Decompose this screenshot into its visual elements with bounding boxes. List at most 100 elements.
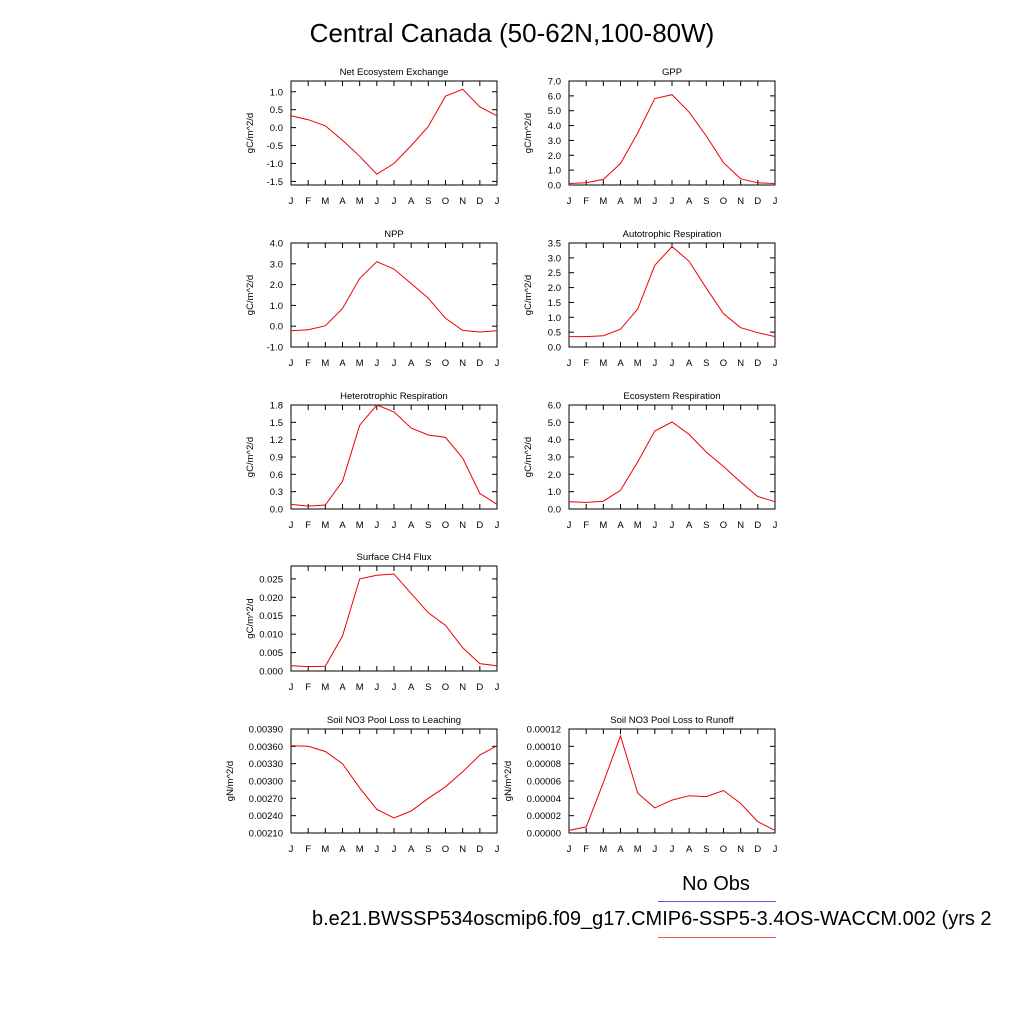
x-tick-label: O xyxy=(442,196,449,207)
y-tick-label: 1.0 xyxy=(270,301,283,312)
x-tick-label: A xyxy=(686,844,693,855)
x-tick-label: S xyxy=(425,682,431,693)
x-tick-label: D xyxy=(754,358,761,369)
x-tick-label: A xyxy=(408,682,415,693)
series-line xyxy=(290,745,498,819)
x-tick-label: N xyxy=(459,520,466,531)
x-tick-label: J xyxy=(670,358,675,369)
x-tick-label: S xyxy=(425,196,431,207)
x-tick-label: J xyxy=(374,844,379,855)
x-tick-label: A xyxy=(686,520,693,531)
x-tick-label: N xyxy=(459,358,466,369)
x-tick-label: D xyxy=(754,844,761,855)
x-tick-label: M xyxy=(634,358,642,369)
y-tick-label: -1.0 xyxy=(267,159,283,170)
x-tick-label: J xyxy=(495,196,500,207)
series-line xyxy=(290,88,498,175)
plot-frame xyxy=(290,404,498,510)
x-tick-label: A xyxy=(617,358,624,369)
y-axis-label: gC/m^2/d xyxy=(523,437,534,477)
y-tick-label: 0.5 xyxy=(270,105,283,116)
y-tick-label: 0.00008 xyxy=(527,759,561,770)
series-line xyxy=(568,94,776,184)
x-tick-label: A xyxy=(617,844,624,855)
y-tick-label: 0.000 xyxy=(259,667,283,678)
x-tick-label: O xyxy=(442,682,449,693)
y-tick-label: 4.0 xyxy=(548,435,561,446)
y-axis-label: gC/m^2/d xyxy=(523,113,534,153)
y-tick-label: 0.0 xyxy=(270,322,283,333)
y-tick-label: 0.020 xyxy=(259,593,283,604)
x-tick-label: J xyxy=(392,520,397,531)
y-tick-label: 0.00240 xyxy=(249,811,283,822)
x-tick-label: M xyxy=(356,196,364,207)
x-tick-label: F xyxy=(305,358,311,369)
page-title: Central Canada (50-62N,100-80W) xyxy=(309,18,715,48)
y-tick-label: 2.0 xyxy=(548,470,561,481)
y-tick-label: 1.8 xyxy=(270,401,283,412)
y-axis-label: gC/m^2/d xyxy=(523,275,534,315)
x-tick-label: J xyxy=(567,196,572,207)
x-tick-label: A xyxy=(617,196,624,207)
y-tick-label: 0.00390 xyxy=(249,725,283,736)
x-tick-label: M xyxy=(356,844,364,855)
x-tick-label: F xyxy=(583,844,589,855)
y-tick-label: 0.3 xyxy=(270,487,283,498)
x-tick-label: J xyxy=(670,520,675,531)
y-tick-label: 1.0 xyxy=(270,87,283,98)
series-line xyxy=(568,734,776,831)
y-tick-label: 0.00330 xyxy=(249,759,283,770)
x-tick-label: J xyxy=(374,196,379,207)
y-tick-label: 0.005 xyxy=(259,648,283,659)
y-tick-label: 4.0 xyxy=(548,121,561,132)
x-tick-label: J xyxy=(495,844,500,855)
x-tick-label: J xyxy=(374,520,379,531)
x-tick-label: M xyxy=(356,358,364,369)
x-tick-label: J xyxy=(289,196,294,207)
y-tick-label: 1.0 xyxy=(548,166,561,177)
x-tick-label: M xyxy=(599,358,607,369)
panel-title: Heterotrophic Respiration xyxy=(340,391,448,402)
x-tick-label: N xyxy=(459,196,466,207)
y-tick-label: 0.010 xyxy=(259,630,283,641)
x-tick-label: M xyxy=(356,520,364,531)
x-tick-label: J xyxy=(289,844,294,855)
panel-title: Soil NO3 Pool Loss to Runoff xyxy=(610,715,734,726)
legend-line-red xyxy=(658,937,776,938)
x-tick-label: A xyxy=(686,196,693,207)
x-tick-label: O xyxy=(720,520,727,531)
panel-title: GPP xyxy=(662,67,682,78)
y-tick-label: 0.5 xyxy=(548,328,561,339)
plot-frame xyxy=(568,80,776,186)
legend-label: No Obs xyxy=(682,873,750,895)
plot-frame xyxy=(290,242,498,348)
x-tick-label: J xyxy=(773,844,778,855)
x-tick-label: A xyxy=(408,520,415,531)
x-tick-label: S xyxy=(425,844,431,855)
x-tick-label: J xyxy=(289,682,294,693)
y-tick-label: 5.0 xyxy=(548,418,561,429)
y-tick-label: 0.00210 xyxy=(249,829,283,840)
x-tick-label: J xyxy=(567,358,572,369)
x-tick-label: J xyxy=(773,196,778,207)
y-tick-label: 2.0 xyxy=(548,283,561,294)
panel-title: Surface CH4 Flux xyxy=(357,552,432,563)
x-tick-label: D xyxy=(476,196,483,207)
y-tick-label: 1.0 xyxy=(548,487,561,498)
x-tick-label: M xyxy=(599,520,607,531)
plot-frame xyxy=(290,728,498,834)
y-tick-label: 0.00002 xyxy=(527,811,561,822)
x-tick-label: S xyxy=(703,520,709,531)
x-tick-label: A xyxy=(339,520,346,531)
x-tick-label: S xyxy=(703,844,709,855)
plot-frame xyxy=(290,80,498,186)
x-tick-label: F xyxy=(305,520,311,531)
y-tick-label: 0.9 xyxy=(270,453,283,464)
y-tick-label: 3.0 xyxy=(270,259,283,270)
